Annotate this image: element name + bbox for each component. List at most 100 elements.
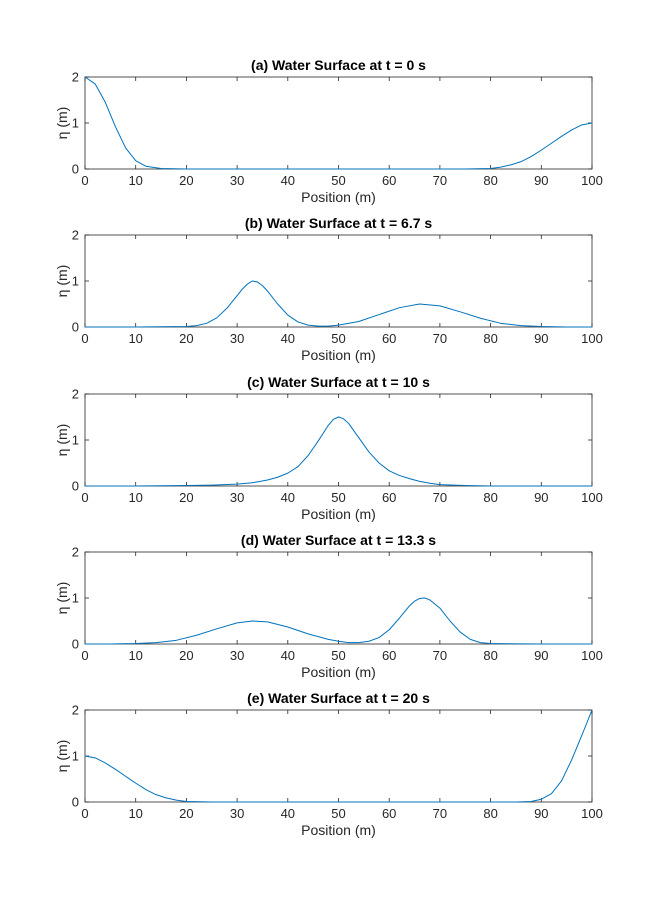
y-tick-label: 0 xyxy=(72,320,79,335)
x-tick-label: 60 xyxy=(382,490,396,505)
x-tick-label: 80 xyxy=(483,806,497,821)
x-tick-label: 60 xyxy=(382,331,396,346)
x-tick-label: 60 xyxy=(382,648,396,663)
subplot-title: (a) Water Surface at t = 0 s xyxy=(251,57,426,73)
y-tick-label: 0 xyxy=(72,162,79,177)
x-tick-label: 70 xyxy=(433,806,447,821)
x-tick-label: 20 xyxy=(179,173,193,188)
y-axis-label: η (m) xyxy=(54,740,70,773)
x-tick-label: 90 xyxy=(534,490,548,505)
subplot-c: (c) Water Surface at t = 10 s0 10 20 30 40 50… xyxy=(54,374,603,522)
x-tick-label: 30 xyxy=(230,331,244,346)
y-tick-label: 0 xyxy=(72,795,79,810)
subplot-title: (d) Water Surface at t = 13.3 s xyxy=(241,532,436,548)
series-line xyxy=(84,76,593,170)
y-tick-label: 0 xyxy=(72,479,79,494)
x-tick-label: 90 xyxy=(534,331,548,346)
x-axis-label: Position (m) xyxy=(301,664,376,680)
x-tick-label: 10 xyxy=(128,331,142,346)
x-tick-label: 40 xyxy=(281,331,295,346)
x-tick-label: 70 xyxy=(433,490,447,505)
y-tick-label: 2 xyxy=(72,703,79,718)
x-tick-label: 50 xyxy=(331,648,345,663)
axes-box xyxy=(84,551,593,645)
x-tick-label: 0 xyxy=(81,648,88,663)
y-tick-label: 1 xyxy=(72,274,79,289)
x-tick-label: 0 xyxy=(81,173,88,188)
x-tick-label: 80 xyxy=(483,490,497,505)
axes-box xyxy=(84,709,593,803)
y-tick-label: 0 xyxy=(72,637,79,652)
axes-box xyxy=(84,234,593,328)
x-tick-label: 40 xyxy=(281,806,295,821)
x-tick-label: 80 xyxy=(483,648,497,663)
x-tick-label: 20 xyxy=(179,806,193,821)
subplot-b: (b) Water Surface at t = 6.7 s0 10 20 30 40 5… xyxy=(54,215,603,363)
subplot-title: (e) Water Surface at t = 20 s xyxy=(247,690,430,706)
x-tick-label: 30 xyxy=(230,648,244,663)
axes-box xyxy=(84,393,593,487)
x-tick-label: 30 xyxy=(230,490,244,505)
series-line xyxy=(84,416,593,487)
y-tick-label: 2 xyxy=(72,387,79,402)
x-tick-label: 0 xyxy=(81,490,88,505)
x-tick-label: 20 xyxy=(179,490,193,505)
x-axis-label: Position (m) xyxy=(301,822,376,838)
x-tick-label: 50 xyxy=(331,331,345,346)
y-axis-label: η (m) xyxy=(54,265,70,298)
series-line xyxy=(84,709,593,803)
y-axis-label: η (m) xyxy=(54,107,70,140)
y-tick-label: 1 xyxy=(72,433,79,448)
x-tick-label: 40 xyxy=(281,173,295,188)
x-tick-label: 40 xyxy=(281,648,295,663)
x-tick-label: 0 xyxy=(81,331,88,346)
y-tick-label: 1 xyxy=(72,116,79,131)
y-tick-label: 2 xyxy=(72,545,79,560)
x-tick-label: 50 xyxy=(331,173,345,188)
x-tick-label: 100 xyxy=(581,173,603,188)
x-tick-label: 60 xyxy=(382,173,396,188)
x-tick-label: 30 xyxy=(230,173,244,188)
x-tick-label: 60 xyxy=(382,806,396,821)
subplot-e: (e) Water Surface at t = 20 s0 10 20 30 40 50… xyxy=(54,690,603,838)
x-tick-label: 70 xyxy=(433,331,447,346)
x-tick-label: 50 xyxy=(331,490,345,505)
x-tick-label: 100 xyxy=(581,490,603,505)
x-tick-label: 50 xyxy=(331,806,345,821)
x-tick-label: 10 xyxy=(128,490,142,505)
y-axis-label: η (m) xyxy=(54,582,70,615)
subplot-a: (a) Water Surface at t = 0 s0 10 20 30 40 50 6… xyxy=(54,57,603,205)
x-tick-label: 100 xyxy=(581,331,603,346)
x-axis-label: Position (m) xyxy=(301,506,376,522)
x-tick-label: 100 xyxy=(581,806,603,821)
y-axis-label: η (m) xyxy=(54,424,70,457)
x-tick-label: 90 xyxy=(534,806,548,821)
subplot-title: (b) Water Surface at t = 6.7 s xyxy=(245,215,433,231)
series-line xyxy=(84,280,593,328)
subplot-d: (d) Water Surface at t = 13.3 s0 10 20 30 40… xyxy=(54,532,603,680)
x-tick-label: 70 xyxy=(433,173,447,188)
x-tick-label: 10 xyxy=(128,648,142,663)
x-tick-label: 70 xyxy=(433,648,447,663)
x-tick-label: 20 xyxy=(179,648,193,663)
x-tick-label: 30 xyxy=(230,806,244,821)
x-tick-label: 10 xyxy=(128,173,142,188)
x-tick-label: 10 xyxy=(128,806,142,821)
x-tick-label: 90 xyxy=(534,648,548,663)
x-axis-label: Position (m) xyxy=(301,189,376,205)
y-tick-label: 1 xyxy=(72,749,79,764)
x-tick-label: 80 xyxy=(483,331,497,346)
y-tick-label: 2 xyxy=(72,70,79,85)
subplot-title: (c) Water Surface at t = 10 s xyxy=(247,374,430,390)
x-axis-label: Position (m) xyxy=(301,347,376,363)
y-tick-label: 1 xyxy=(72,591,79,606)
x-tick-label: 100 xyxy=(581,648,603,663)
x-tick-label: 80 xyxy=(483,173,497,188)
y-tick-label: 2 xyxy=(72,228,79,243)
x-tick-label: 40 xyxy=(281,490,295,505)
x-tick-label: 0 xyxy=(81,806,88,821)
x-tick-label: 90 xyxy=(534,173,548,188)
series-line xyxy=(84,597,593,645)
axes-box xyxy=(84,76,593,170)
